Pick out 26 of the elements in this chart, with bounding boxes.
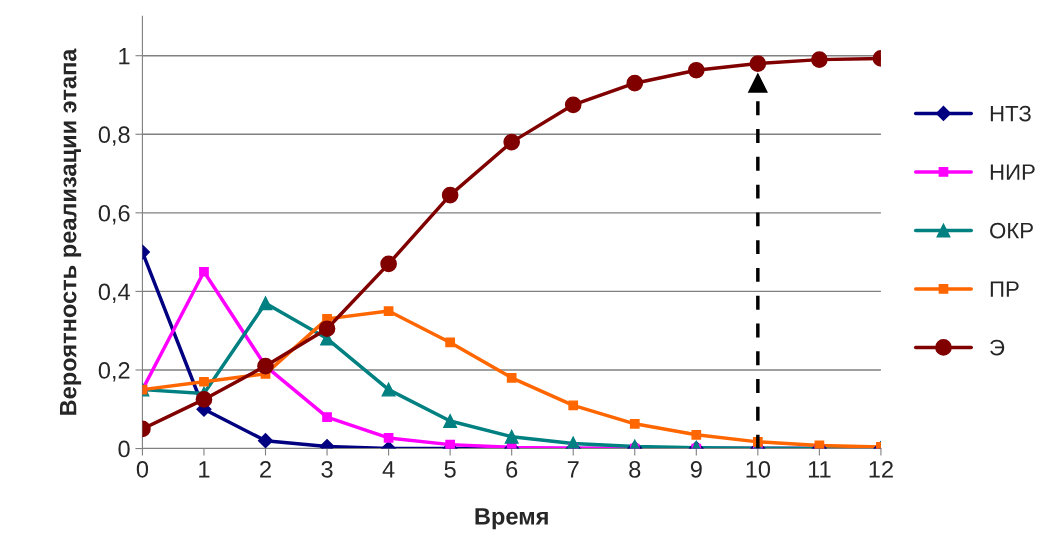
y-tick-label: 0,8 bbox=[98, 126, 130, 146]
x-tick-label: 12 bbox=[869, 460, 893, 478]
x-tick-label: 4 bbox=[382, 461, 395, 478]
x-axis-title: Время bbox=[475, 508, 548, 530]
y-tick-label: 0,2 bbox=[98, 362, 130, 382]
legend-label: НТЗ bbox=[990, 105, 1031, 122]
x-tick-label: 6 bbox=[506, 460, 518, 478]
legend-label: ПР bbox=[990, 281, 1019, 297]
x-tick-label: 0 bbox=[136, 460, 149, 478]
x-tick-label: 5 bbox=[444, 461, 456, 478]
y-tick-label: 0,4 bbox=[98, 283, 130, 303]
y-tick-label: 0,6 bbox=[98, 204, 130, 225]
y-tick-label: 0 bbox=[118, 440, 130, 458]
y-axis-title: Вероятность реализации этапа bbox=[59, 48, 82, 415]
x-tick-label: 3 bbox=[321, 460, 333, 478]
x-tick-label: 2 bbox=[260, 460, 271, 478]
legend-label: ОКР bbox=[990, 222, 1033, 239]
x-tick-label: 1 bbox=[199, 461, 210, 478]
y-tick-label: 1 bbox=[119, 48, 130, 65]
x-tick-label: 10 bbox=[746, 460, 771, 478]
legend-label: Э bbox=[990, 339, 1005, 356]
x-tick-label: 8 bbox=[629, 460, 641, 478]
x-tick-label: 7 bbox=[567, 461, 579, 478]
x-tick-label: 9 bbox=[690, 460, 702, 478]
x-tick-label: 11 bbox=[808, 461, 831, 478]
legend-label: НИР bbox=[990, 164, 1035, 180]
